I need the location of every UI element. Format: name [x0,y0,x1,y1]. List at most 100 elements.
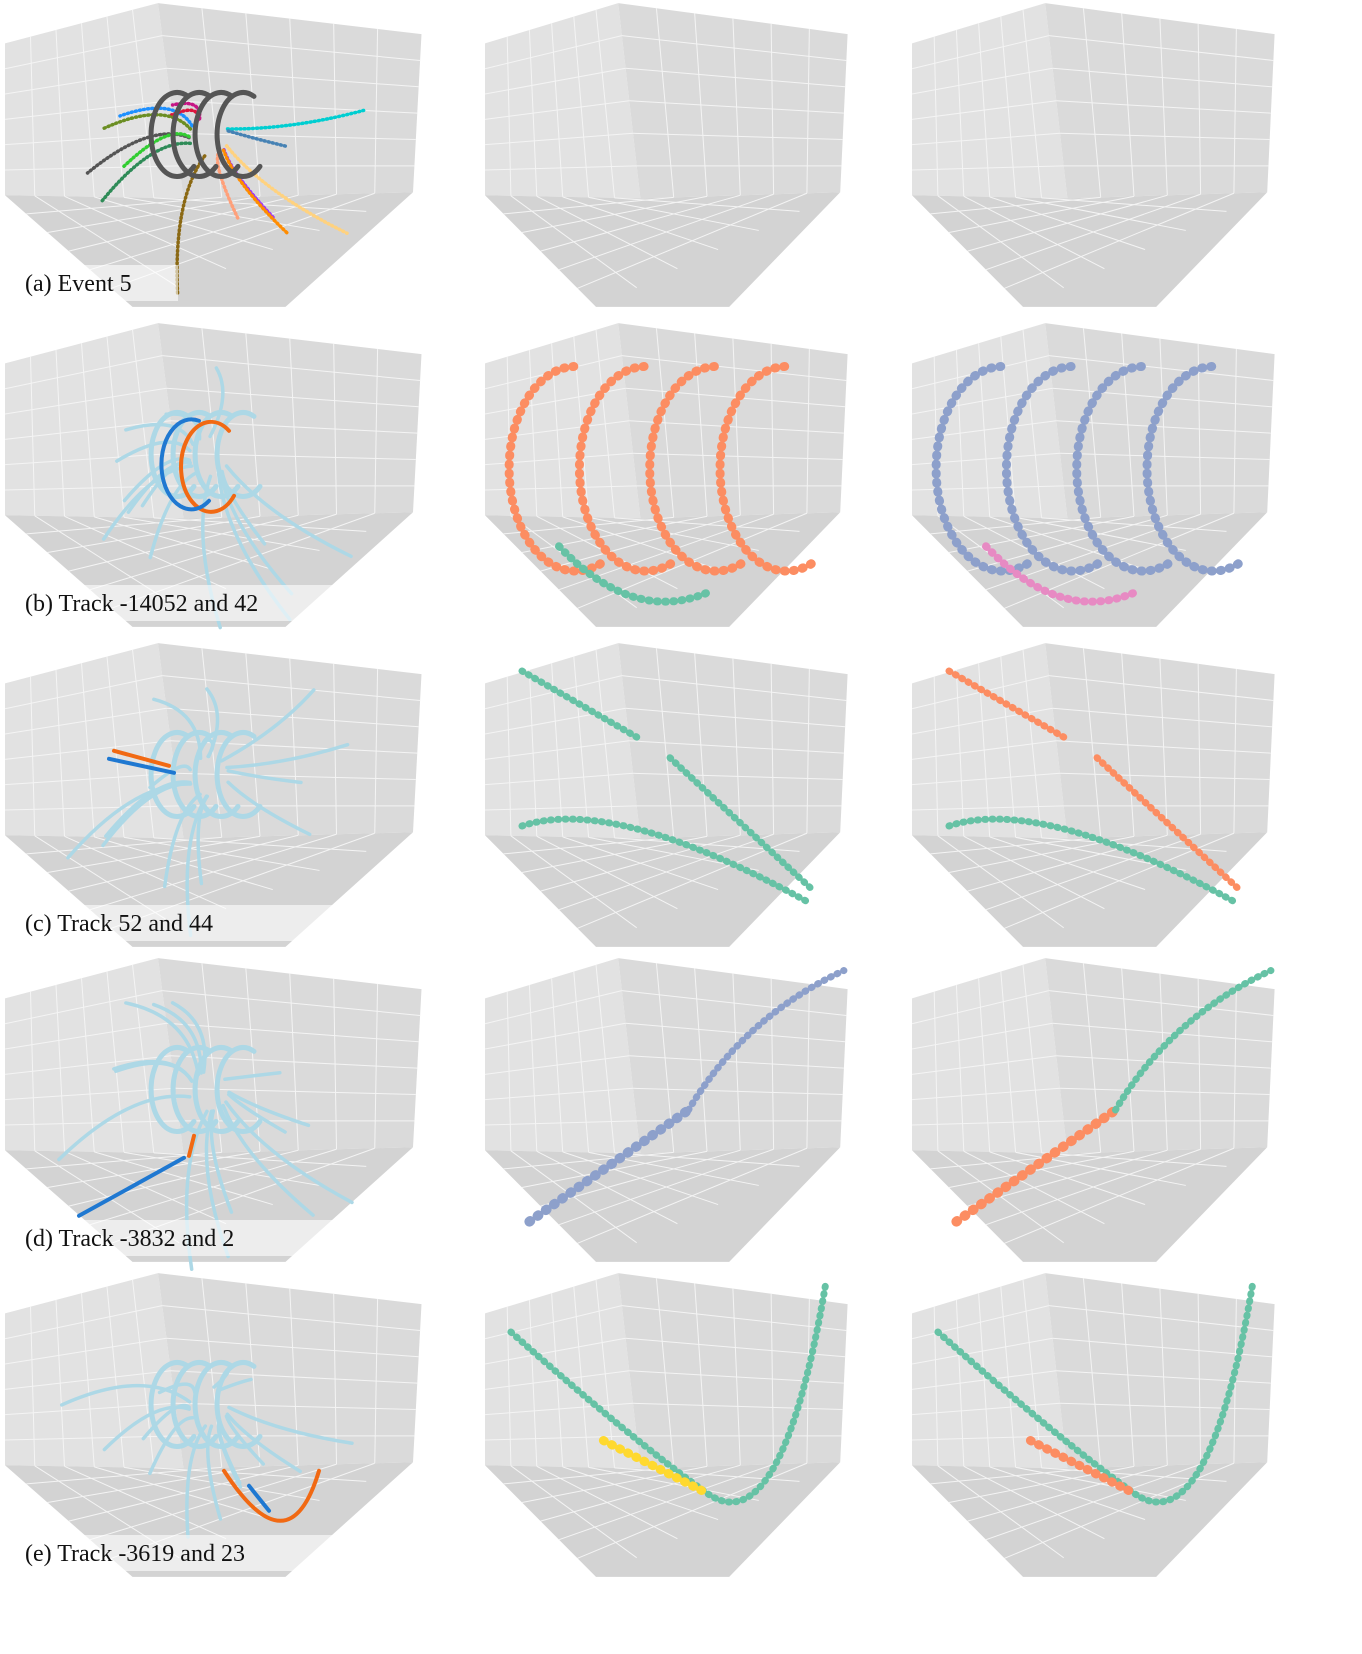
caption-bg [18,265,178,301]
track [170,1045,219,1134]
grid-line [4,1120,180,1126]
track [504,362,608,576]
pane [912,832,1268,947]
panel [911,323,1275,627]
panel [484,323,848,627]
track [524,1105,694,1227]
pane [1045,3,1275,199]
track [66,782,193,860]
pane [158,643,422,839]
panel [911,958,1275,1262]
panel-caption: (e) Track -3619 and 23 [25,1541,245,1567]
track [148,1360,197,1449]
grid-line [484,165,637,171]
pane [912,1462,1268,1577]
track [192,730,241,819]
track [1025,1436,1139,1498]
track [1112,967,1275,1114]
grid-line [577,1147,808,1244]
pane [158,323,422,519]
track [715,362,819,576]
caption-bg [18,585,348,621]
track [227,1405,354,1445]
track [224,464,353,559]
track [170,1360,219,1449]
track [226,129,289,149]
panel [4,1273,422,1577]
grid-line [911,1120,1064,1126]
track [179,419,236,514]
track [170,730,219,819]
track [148,730,197,819]
pane [1045,323,1275,519]
track [124,1001,201,1077]
panel-caption: (d) Track -3832 and 2 [25,1226,234,1252]
pane [485,832,841,947]
grid-line [1004,192,1235,289]
panel [484,3,848,307]
grid-line [911,805,1064,811]
pane [912,323,1068,519]
pane [618,323,848,519]
panel [4,643,422,947]
pane [5,3,184,199]
panel [484,643,848,947]
track [214,1045,263,1134]
track [148,1416,195,1476]
pane [1045,1273,1275,1469]
pane [158,1273,422,1469]
track [1072,362,1176,576]
pane [5,643,184,839]
grid-line [4,1435,180,1441]
panel [484,1273,848,1577]
track [507,1282,829,1506]
pane [485,1273,641,1469]
grid-line [1004,1147,1235,1244]
track [170,410,219,499]
track [148,90,197,179]
panel [484,958,848,1262]
track [934,1282,1256,1506]
track [192,1360,241,1449]
track [209,1109,234,1214]
pane [1045,643,1275,839]
panel-caption: (a) Event 5 [25,271,132,297]
track [118,106,194,128]
track [1142,362,1246,576]
grid-line [484,1435,637,1441]
track [945,667,1071,743]
track [574,362,679,576]
pane [912,3,1068,199]
track [1001,362,1106,576]
pane [485,1147,841,1262]
track [227,1090,311,1128]
track [148,410,197,499]
track [192,90,241,179]
track [645,362,749,576]
track [77,1155,186,1218]
pane [618,643,848,839]
track [1093,754,1242,892]
grid-line [911,1435,1064,1441]
caption-bg [18,1220,348,1256]
track [170,90,219,179]
track [224,144,349,235]
track [57,1094,192,1162]
panel [4,323,422,630]
track [518,815,815,907]
track [157,1382,197,1395]
track [931,362,1035,576]
track [221,1103,315,1217]
pane [485,1462,841,1577]
track [192,410,241,499]
panel-caption: (b) Track -14052 and 42 [25,591,258,617]
track [222,1468,321,1523]
grid-line [484,805,637,811]
pane [618,1273,848,1469]
track [206,1424,223,1521]
track [223,1071,282,1082]
pane [1045,958,1275,1154]
track [518,667,644,743]
track [666,754,815,892]
